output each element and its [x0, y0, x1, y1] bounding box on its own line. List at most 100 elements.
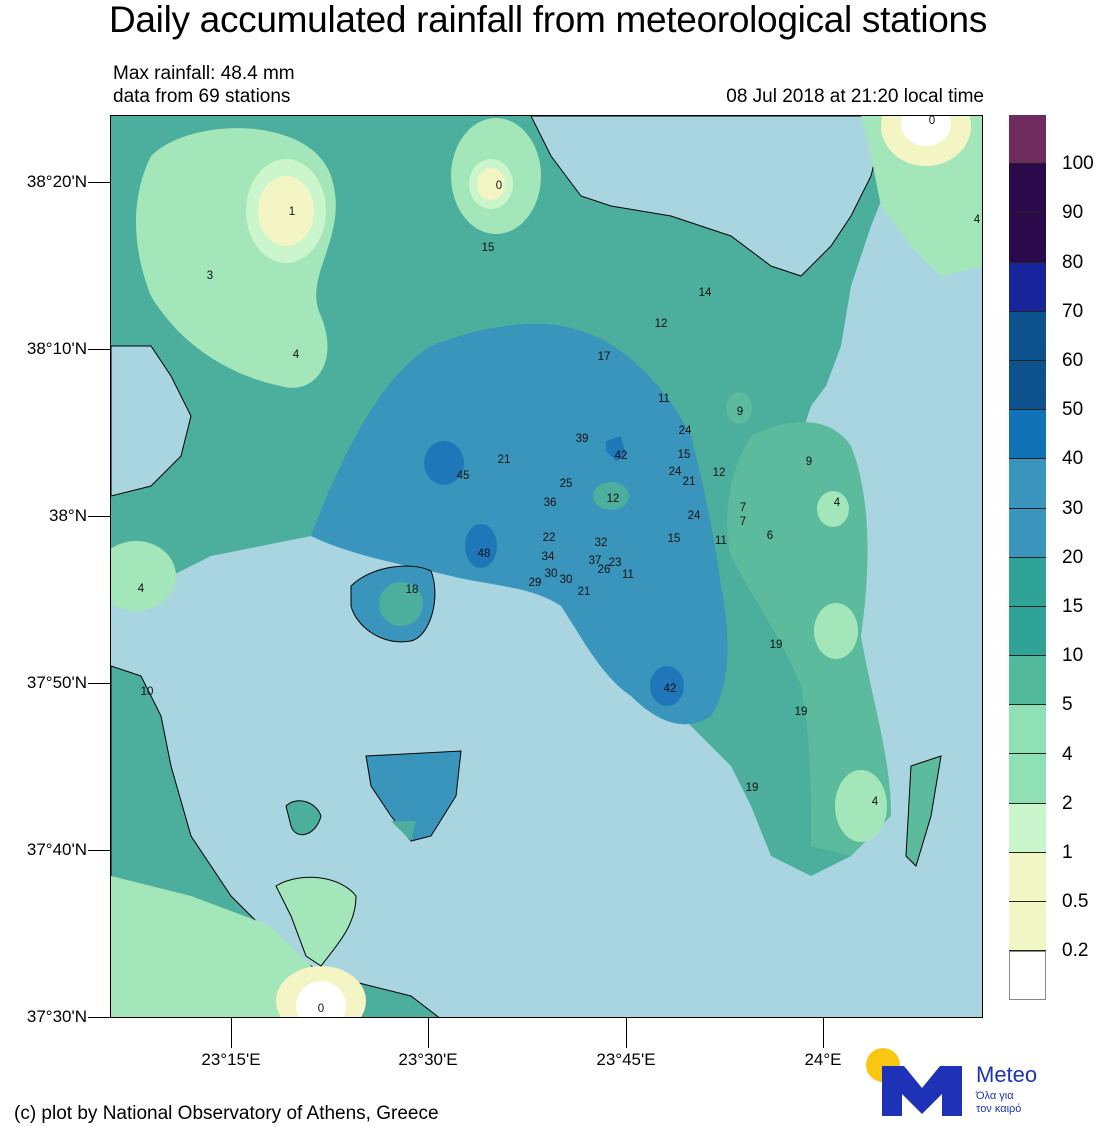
colorbar-segment — [1009, 902, 1046, 952]
colorbar-segment — [1009, 164, 1046, 214]
station-value: 14 — [699, 287, 712, 299]
colorbar-label: 70 — [1062, 300, 1084, 322]
lon-label: 23°30'E — [398, 1050, 458, 1069]
station-value: 9 — [806, 456, 812, 468]
station-value: 4 — [974, 214, 981, 226]
lat-tick — [88, 683, 110, 684]
station-value: 21 — [578, 586, 591, 598]
lat-tick — [88, 182, 110, 183]
station-value: 11 — [658, 393, 670, 405]
station-value: 21 — [498, 454, 511, 466]
colorbar-segment — [1009, 213, 1046, 263]
colorbar-segment — [1009, 311, 1046, 361]
station-value: 25 — [560, 478, 573, 490]
station-value: 21 — [683, 476, 696, 488]
logo-tagline: Όλα για τον καιρό — [976, 1090, 1021, 1116]
lon-label: 24°E — [804, 1050, 842, 1069]
lat-tick — [88, 516, 110, 517]
station-value: 36 — [544, 497, 557, 509]
colorbar-segment — [1009, 557, 1046, 607]
colorbar-segment — [1009, 360, 1046, 411]
station-value: 0 — [496, 180, 502, 192]
meteo-logo: Meteo Όλα για τον καιρό — [866, 1048, 1066, 1118]
station-value: 17 — [598, 351, 611, 363]
station-value: 4 — [872, 796, 879, 808]
colorbar-segment — [1009, 852, 1046, 902]
lat-label: 37°30'N — [26, 1007, 87, 1026]
colorbar-label: 0.5 — [1062, 891, 1089, 913]
lon-tick — [428, 1018, 429, 1048]
m-logo-icon — [882, 1066, 962, 1116]
lat-tick — [88, 349, 110, 350]
station-value: 4 — [834, 497, 841, 509]
lon-tick — [626, 1018, 627, 1048]
lat-tick — [88, 850, 110, 851]
logo-tagline-line1: Όλα για — [976, 1090, 1014, 1102]
station-value: 48 — [478, 548, 491, 560]
colorbar-label: 50 — [1062, 399, 1084, 421]
lat-label: 38°10'N — [26, 339, 87, 358]
station-value: 24 — [688, 510, 701, 522]
lat-label: 37°50'N — [26, 673, 87, 692]
lon-label: 23°15'E — [201, 1050, 261, 1069]
station-value: 3 — [207, 270, 213, 282]
station-value: 0 — [929, 116, 935, 127]
station-value: 7 — [740, 502, 746, 514]
station-value: 11 — [715, 535, 727, 547]
station-value: 45 — [457, 470, 470, 482]
colorbar-label: 60 — [1062, 350, 1084, 371]
colorbar-segment — [1009, 951, 1046, 1001]
max-rainfall-text: Max rainfall: 48.4 mm — [113, 63, 295, 84]
station-value: 29 — [529, 577, 542, 589]
colorbar-segment — [1009, 656, 1046, 706]
colorbar-segment — [1009, 606, 1046, 657]
info-left: Max rainfall: 48.4 mm data from 69 stati… — [113, 62, 295, 108]
colorbar-label: 0.2 — [1062, 940, 1089, 962]
station-value: 4 — [293, 349, 300, 361]
station-value: 12 — [607, 493, 620, 505]
colorbar-label: 2 — [1062, 792, 1073, 814]
lon-tick — [823, 1018, 824, 1048]
colorbar-label: 100 — [1062, 153, 1094, 175]
lat-label: 38°20'N — [26, 172, 87, 191]
station-value: 42 — [615, 450, 628, 462]
station-value: 30 — [560, 574, 573, 586]
station-value: 0 — [318, 1003, 324, 1015]
colorbar — [1009, 115, 1046, 1001]
station-value: 26 — [598, 564, 611, 576]
station-value: 19 — [770, 639, 783, 651]
timestamp-text: 08 Jul 2018 at 21:20 local time — [726, 86, 984, 107]
colorbar-label: 10 — [1062, 645, 1084, 667]
logo-tagline-line2: τον καιρό — [976, 1103, 1022, 1115]
colorbar-segment — [1009, 803, 1046, 853]
station-value: 4 — [138, 583, 145, 595]
station-value: 24 — [669, 466, 682, 478]
colorbar-segment — [1009, 115, 1046, 165]
station-value: 15 — [678, 449, 691, 461]
lon-tick — [231, 1018, 232, 1048]
station-value: 24 — [679, 425, 692, 437]
colorbar-label: 80 — [1062, 251, 1084, 273]
station-value: 39 — [576, 433, 589, 445]
station-value: 6 — [767, 530, 773, 542]
station-value: 9 — [737, 406, 743, 418]
station-value: 37 — [589, 555, 602, 567]
lat-label: 37°40'N — [26, 840, 87, 859]
station-value: 42 — [664, 683, 677, 695]
station-value: 10 — [141, 686, 154, 698]
colorbar-segment — [1009, 754, 1046, 804]
station-value: 12 — [655, 318, 668, 330]
colorbar-label: 90 — [1062, 202, 1084, 224]
station-value: 15 — [482, 242, 495, 254]
colorbar-segment — [1009, 262, 1046, 312]
colorbar-label: 4 — [1062, 743, 1073, 765]
station-value: 11 — [622, 569, 634, 581]
station-value: 19 — [746, 782, 759, 794]
station-value: 30 — [545, 568, 558, 580]
colorbar-label: 30 — [1062, 497, 1084, 519]
colorbar-segment — [1009, 508, 1046, 558]
station-value: 23 — [609, 557, 622, 569]
rainfall-map: 1 0 3 4 15 14 12 17 11 9 24 15 24 21 12 9 4 7 7 6 24 11 15 39 42… — [110, 115, 983, 1018]
colorbar-label: 40 — [1062, 448, 1084, 470]
station-value: 19 — [795, 706, 808, 718]
